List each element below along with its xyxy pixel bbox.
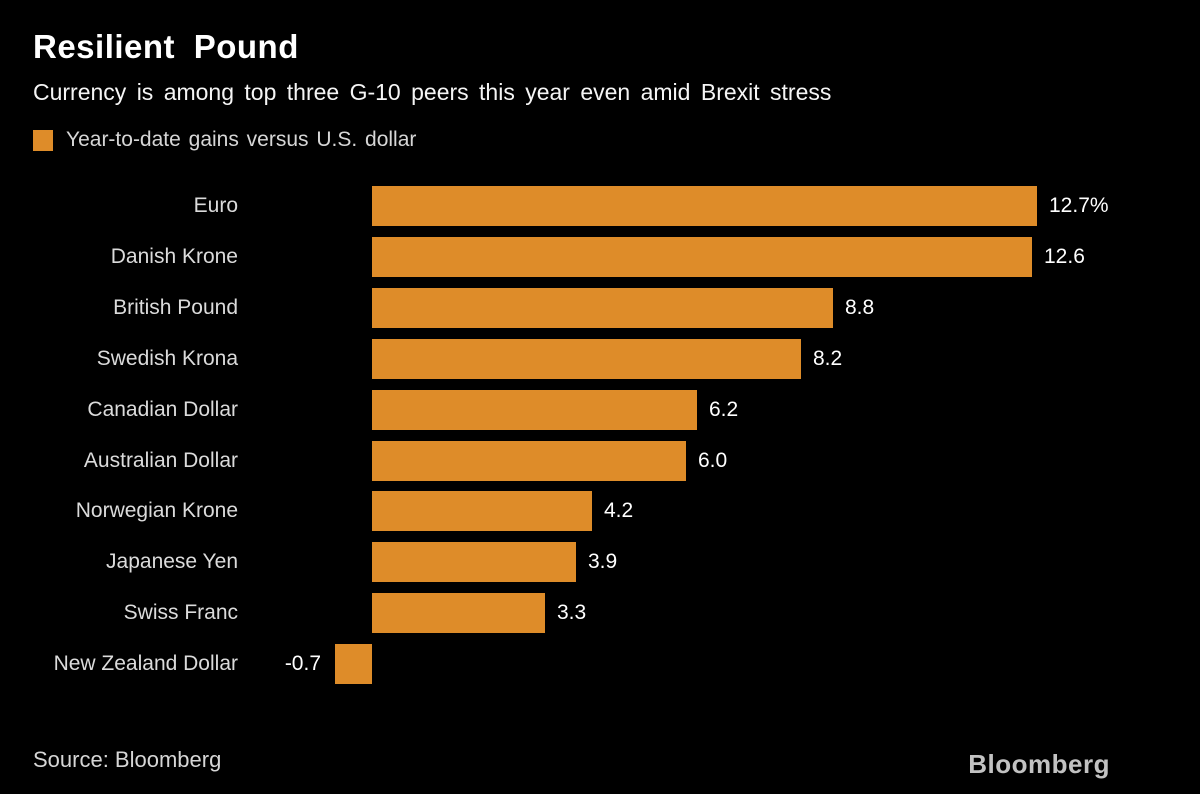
bar	[372, 593, 545, 633]
category-label: Danish Krone	[110, 245, 238, 268]
value-label: 12.6	[1044, 245, 1085, 268]
bar	[372, 441, 686, 481]
value-label: 3.9	[588, 550, 618, 573]
bar	[372, 288, 833, 328]
bar	[372, 339, 801, 379]
page-title: Resilient Pound	[33, 28, 299, 65]
value-label: 6.2	[709, 398, 739, 421]
category-label: Euro	[193, 194, 238, 217]
legend-label: Year-to-date gains versus U.S. dollar	[66, 128, 417, 151]
bloomberg-logo: Bloomberg	[968, 749, 1110, 779]
value-label: -0.7	[284, 652, 321, 675]
category-label: Swedish Krona	[96, 347, 238, 370]
bar-row: Norwegian Krone 4.2	[0, 491, 1200, 531]
chart-subtitle: Currency is among top three G-10 peers t…	[33, 79, 832, 105]
bar	[372, 491, 592, 531]
bar-row: Australian Dollar 6.0	[0, 441, 1200, 481]
value-label: 12.7%	[1049, 194, 1109, 217]
bar	[335, 644, 372, 684]
value-label: 6.0	[698, 449, 728, 472]
source-note: Source: Bloomberg	[33, 747, 222, 772]
value-label: 4.2	[604, 499, 634, 522]
bar-row: Danish Krone 12.6	[0, 237, 1200, 277]
bar-row: Swiss Franc 3.3	[0, 593, 1200, 633]
bar	[372, 186, 1037, 226]
bar-row: Euro 12.7%	[0, 186, 1200, 226]
legend: Year-to-date gains versus U.S. dollar	[33, 128, 417, 151]
category-label: New Zealand Dollar	[53, 652, 238, 675]
value-label: 8.2	[813, 347, 843, 370]
value-label: 8.8	[845, 296, 875, 319]
category-label: British Pound	[113, 296, 238, 319]
bar-row: British Pound 8.8	[0, 288, 1200, 328]
bar-row: Japanese Yen 3.9	[0, 542, 1200, 582]
bar-chart: Euro 12.7% Danish Krone 12.6 British Pound 8.…	[0, 186, 1200, 696]
category-label: Japanese Yen	[106, 550, 238, 573]
bar	[372, 542, 576, 582]
bar	[372, 237, 1032, 277]
bar	[372, 390, 697, 430]
category-label: Swiss Franc	[123, 601, 238, 624]
value-label: 3.3	[557, 601, 587, 624]
bar-row: Swedish Krona 8.2	[0, 339, 1200, 379]
category-label: Canadian Dollar	[87, 398, 238, 421]
bar-row: New Zealand Dollar -0.7	[0, 644, 1200, 684]
bar-row: Canadian Dollar 6.2	[0, 390, 1200, 430]
category-label: Australian Dollar	[83, 449, 238, 472]
legend-swatch-icon	[33, 129, 53, 151]
category-label: Norwegian Krone	[75, 499, 238, 522]
